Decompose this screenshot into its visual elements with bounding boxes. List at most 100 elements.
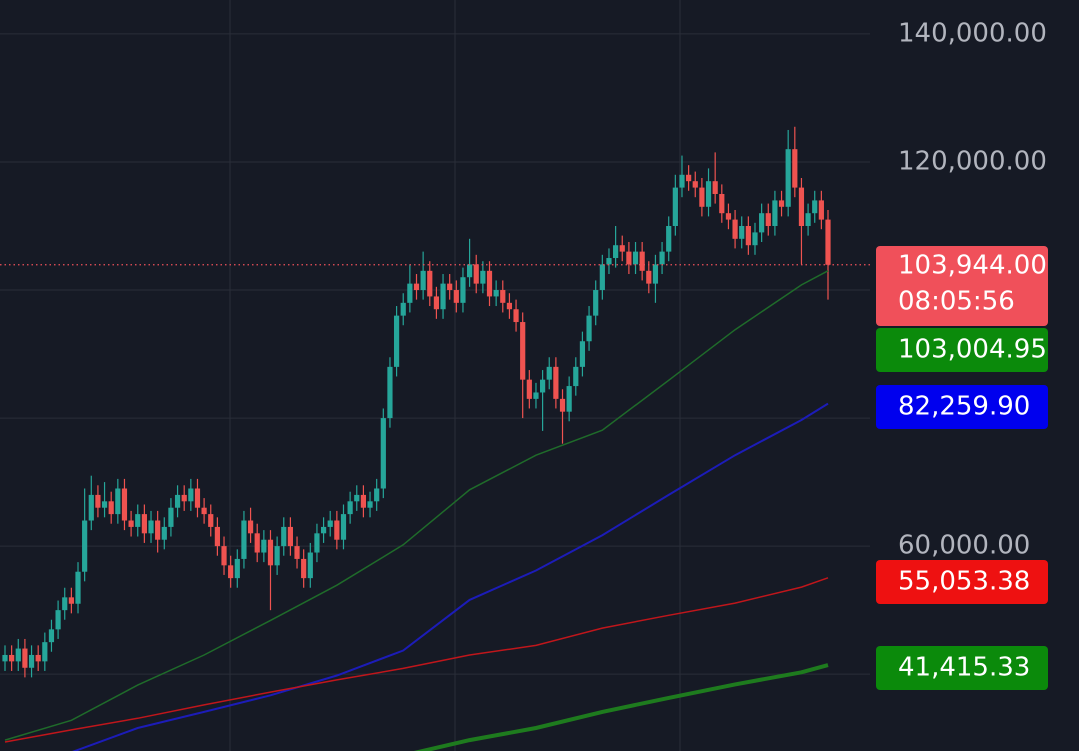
candle-body	[82, 520, 88, 572]
candle-body	[573, 366, 579, 387]
candle-body	[400, 302, 406, 316]
candle-body	[772, 200, 778, 227]
moving-average-line	[72, 402, 829, 751]
grid	[0, 33, 870, 675]
moving-average-label: 41,415.33	[898, 653, 1030, 683]
candle-body	[646, 270, 652, 284]
candle-body	[420, 270, 426, 291]
candle-body	[745, 226, 751, 246]
candle-body	[785, 149, 791, 207]
candle-body	[473, 264, 479, 284]
candle-body	[387, 366, 393, 419]
candle-body	[778, 200, 785, 207]
candle-body	[254, 533, 260, 553]
candle-body	[327, 520, 333, 527]
candle-body	[201, 507, 207, 515]
candle-body	[228, 565, 234, 579]
moving-average-label: 82,259.90	[898, 392, 1030, 422]
moving-average-badge	[876, 328, 1048, 372]
candle-body	[407, 283, 413, 303]
candle-body	[214, 526, 220, 547]
candle-body	[334, 520, 340, 540]
candle-body	[108, 501, 114, 515]
candle-body	[340, 514, 347, 540]
moving-average-label: 103,004.95	[898, 335, 1047, 365]
candle-body	[241, 520, 247, 559]
plot	[0, 126, 870, 751]
candle-body	[533, 392, 539, 399]
moving-average-line	[4, 577, 829, 743]
candle-body	[221, 546, 227, 566]
moving-average-line	[4, 270, 829, 741]
candle-body	[194, 488, 201, 508]
candle-body	[613, 245, 619, 259]
candle-body	[128, 520, 134, 527]
candle-body	[135, 514, 141, 527]
candle-body	[301, 558, 307, 579]
candle-body	[101, 501, 108, 508]
candle-body	[739, 226, 745, 239]
moving-average-line	[413, 663, 829, 751]
candle-body	[354, 494, 360, 502]
candle-body	[360, 494, 367, 508]
candle-body	[672, 187, 678, 227]
candle-body	[307, 552, 313, 579]
candle-body	[393, 315, 400, 367]
candle-body	[88, 494, 94, 521]
candle-body	[28, 654, 35, 668]
candle-body	[513, 309, 519, 323]
candle-body	[141, 514, 147, 534]
last-price-badge	[876, 246, 1048, 326]
candle-body	[466, 264, 473, 278]
candle-body	[35, 654, 41, 662]
candle-body	[759, 213, 765, 233]
last-price-label: 103,944.00	[898, 251, 1047, 281]
candle-body	[115, 488, 121, 515]
candle-body	[413, 283, 420, 291]
candle-body	[181, 494, 187, 502]
candle-body	[247, 520, 254, 534]
candle-body	[427, 270, 433, 297]
candle-body	[632, 251, 639, 265]
price-axis: 140,000.00120,000.00100,000.0080,000.006…	[876, 18, 1048, 690]
candle-body	[606, 258, 612, 265]
candle-body	[725, 213, 732, 220]
candle-body	[75, 571, 81, 604]
candle-body	[9, 654, 15, 662]
candle-body	[765, 213, 771, 227]
moving-average-badge	[876, 646, 1048, 690]
candle-body	[593, 290, 599, 316]
candle-body	[453, 290, 459, 303]
candle-body	[208, 514, 214, 527]
candle-body	[460, 277, 466, 303]
moving-average-badge	[876, 385, 1048, 429]
candle-body	[267, 539, 274, 566]
candle-body	[579, 341, 586, 367]
candle-body	[48, 629, 55, 643]
candle-body	[493, 290, 499, 297]
candle-body	[148, 520, 154, 534]
candle-body	[825, 219, 831, 265]
candle-body	[380, 418, 386, 489]
candle-body	[155, 520, 161, 540]
candle-body	[792, 149, 798, 188]
candle-body	[500, 290, 506, 303]
candle-body	[599, 264, 605, 291]
candle-body	[520, 322, 526, 380]
candle-body	[168, 507, 174, 527]
candle-body	[174, 494, 181, 508]
candle-body	[559, 398, 566, 412]
candle-body	[719, 193, 725, 214]
candle-body	[752, 232, 758, 246]
candle-body	[347, 501, 353, 515]
candle-body	[294, 546, 300, 559]
countdown-label: 08:05:56	[898, 287, 1015, 317]
candle-body	[619, 245, 625, 252]
candle-body	[526, 379, 532, 399]
candle-body	[95, 494, 101, 508]
candle-body	[818, 200, 824, 220]
candle-body	[546, 366, 552, 380]
moving-average-label: 55,053.38	[898, 567, 1030, 597]
